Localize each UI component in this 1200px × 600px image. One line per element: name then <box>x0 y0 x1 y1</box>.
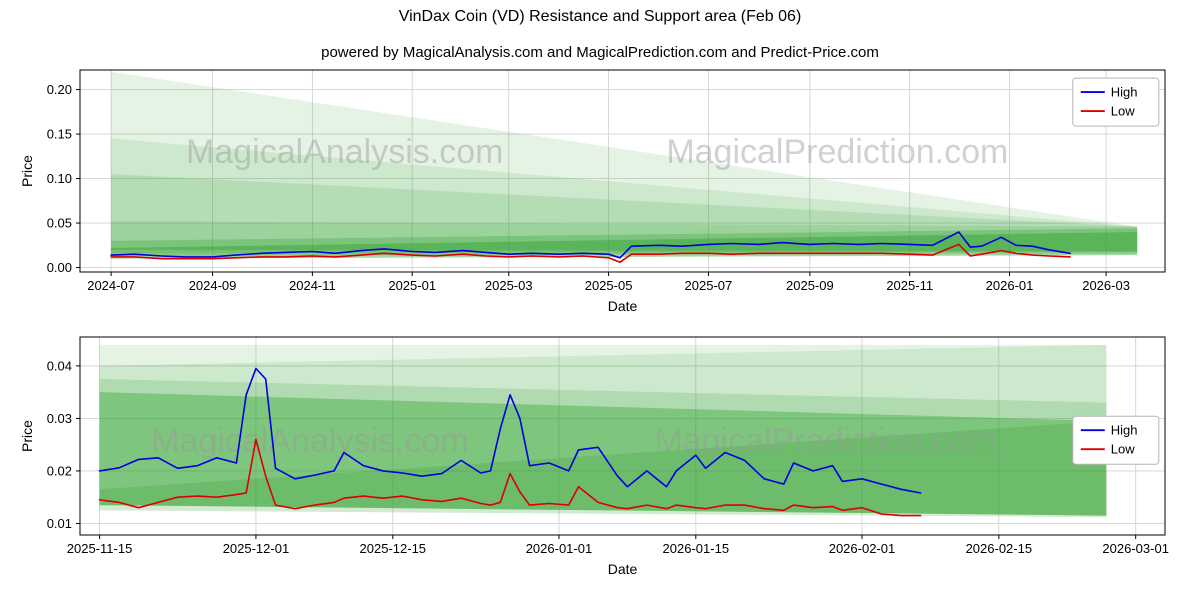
x-tick-label: 2026-01-01 <box>526 541 593 556</box>
legend-box <box>1072 77 1160 127</box>
y-axis-label: Price <box>19 155 35 187</box>
support-resistance-band <box>111 138 1138 252</box>
y-tick-label: 0.00 <box>47 260 72 275</box>
x-tick-label: 2025-12-01 <box>223 541 290 556</box>
support-resistance-band <box>111 71 1138 252</box>
x-tick-label: 2025-05 <box>585 278 633 293</box>
x-axis-label: Date <box>608 561 638 577</box>
watermark-text: MagicalAnalysis.com <box>151 422 468 460</box>
x-tick-label: 2026-01 <box>986 278 1034 293</box>
legend-label: High <box>1111 423 1138 438</box>
x-tick-label: 2025-12-15 <box>360 541 427 556</box>
legend-label: Low <box>1111 442 1135 457</box>
low-line <box>110 243 1071 263</box>
y-tick-label: 0.01 <box>47 516 72 531</box>
x-tick-label: 2024-11 <box>289 278 336 293</box>
low-line <box>98 438 922 517</box>
chart-title: VinDax Coin (VD) Resistance and Support … <box>398 8 802 25</box>
x-tick-label: 2024-09 <box>189 278 237 293</box>
y-tick-label: 0.20 <box>47 82 72 97</box>
support-resistance-band <box>111 174 1138 252</box>
x-tick-label: 2025-11 <box>886 278 933 293</box>
support-resistance-band <box>99 344 1107 516</box>
x-tick-label: 2025-01 <box>388 278 436 293</box>
x-axis-label: Date <box>608 298 638 314</box>
support-resistance-band <box>111 221 1138 254</box>
y-tick-label: 0.05 <box>47 216 72 231</box>
plot-spines <box>79 336 1166 536</box>
high-line <box>98 367 922 494</box>
y-tick-label: 0.03 <box>47 411 72 426</box>
legend-box <box>1072 415 1160 465</box>
watermark-text: MagicalAnalysis.com <box>186 133 503 171</box>
plot-spines <box>79 69 1166 273</box>
x-tick-label: 2026-02-01 <box>829 541 896 556</box>
y-tick-label: 0.04 <box>47 358 72 373</box>
x-tick-label: 2026-03-01 <box>1102 541 1169 556</box>
support-resistance-band <box>111 231 1138 259</box>
support-resistance-band <box>99 344 1107 516</box>
x-tick-label: 2026-03 <box>1082 278 1130 293</box>
overview-price-chart: MagicalAnalysis.com MagicalPrediction.com… <box>19 69 1166 314</box>
support-resistance-band <box>99 421 1107 518</box>
x-tick-label: 2025-09 <box>786 278 834 293</box>
high-line <box>110 231 1071 259</box>
x-tick-label: 2026-02-15 <box>966 541 1033 556</box>
zoomed-price-chart: MagicalAnalysis.com MagicalPrediction.com… <box>19 336 1169 577</box>
support-resistance-band <box>99 379 1107 516</box>
plot-background <box>80 70 1165 272</box>
y-tick-label: 0.15 <box>47 127 72 142</box>
x-tick-label: 2025-03 <box>485 278 533 293</box>
y-tick-label: 0.10 <box>47 171 72 186</box>
y-axis-label: Price <box>19 420 35 452</box>
watermark-text: MagicalPrediction.com <box>666 133 1008 171</box>
plot-background <box>80 337 1165 535</box>
x-tick-label: 2026-01-15 <box>663 541 730 556</box>
legend-label: Low <box>1111 104 1135 119</box>
chart-subtitle: powered by MagicalAnalysis.com and Magic… <box>321 44 879 61</box>
x-tick-label: 2024-07 <box>87 278 135 293</box>
legend-label: High <box>1111 85 1138 100</box>
watermark-text: MagicalPrediction.com <box>654 422 996 460</box>
x-tick-label: 2025-11-15 <box>67 541 133 556</box>
support-resistance-band <box>111 228 1138 256</box>
x-tick-label: 2025-07 <box>685 278 733 293</box>
y-tick-label: 0.02 <box>47 463 72 478</box>
